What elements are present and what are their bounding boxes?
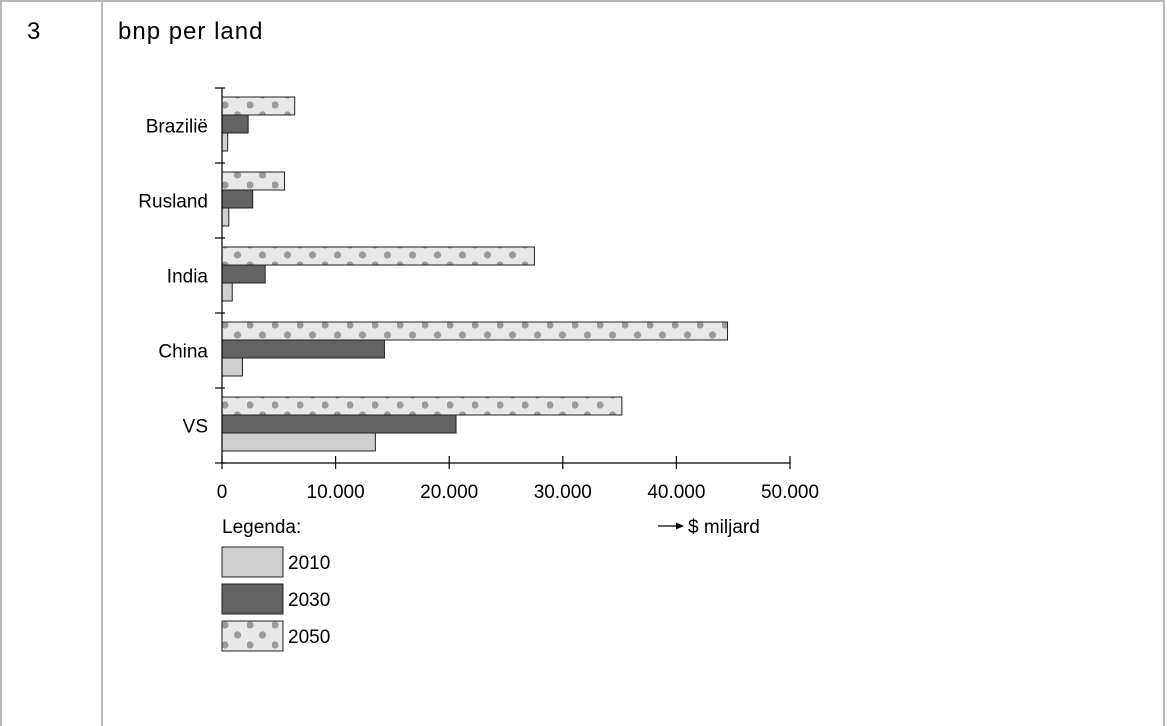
question-title: bnp per land — [118, 18, 264, 45]
bar-vs-2010 — [221, 432, 376, 452]
x-tick-label: 10.000 — [307, 482, 365, 503]
bar-india-2050 — [221, 246, 535, 266]
column-divider — [101, 0, 103, 726]
legend-swatch-2030 — [221, 583, 284, 615]
category-label: VS — [183, 417, 208, 438]
bar-vs-2030 — [221, 414, 457, 434]
bar-rusland-2050 — [221, 171, 285, 191]
bars-group — [221, 96, 729, 452]
x-tick-label: 50.000 — [761, 482, 819, 503]
bar-rusland-2030 — [221, 189, 254, 209]
x-tick-label: 0 — [217, 482, 228, 503]
bar-india-2010 — [221, 282, 233, 302]
category-label: Brazilië — [146, 117, 208, 138]
x-tick-label: 20.000 — [420, 482, 478, 503]
legend-label-2050: 2050 — [288, 627, 330, 648]
x-tick-label: 40.000 — [647, 482, 705, 503]
legend-swatch-2050 — [221, 620, 284, 652]
legend-label-2010: 2010 — [288, 553, 330, 574]
x-axis-label: $ miljard — [688, 517, 760, 538]
x-tick-label: 30.000 — [534, 482, 592, 503]
legend-label-2030: 2030 — [288, 590, 330, 611]
category-label: India — [167, 267, 209, 288]
bar-vs-2050 — [221, 396, 623, 416]
bar-brazilië-2050 — [221, 96, 296, 116]
bar-china-2050 — [221, 321, 729, 341]
legend-group: Legenda: 2010 2030 2050 — [221, 517, 330, 652]
question-number: 3 — [27, 18, 41, 45]
legend-swatch-2010 — [221, 546, 284, 578]
bar-brazilië-2010 — [221, 132, 229, 152]
bar-china-2030 — [221, 339, 385, 359]
bar-brazilië-2030 — [221, 114, 249, 134]
legend-title: Legenda: — [222, 517, 301, 538]
bar-china-2010 — [221, 357, 243, 377]
category-label: China — [158, 342, 208, 363]
bar-rusland-2010 — [221, 207, 230, 227]
bar-india-2030 — [221, 264, 266, 284]
x-axis-arrow-head — [676, 522, 684, 530]
axes-group: Brazilië Rusland India China VS 0 10.000 20.000… — [138, 87, 819, 538]
category-label: Rusland — [138, 192, 208, 213]
